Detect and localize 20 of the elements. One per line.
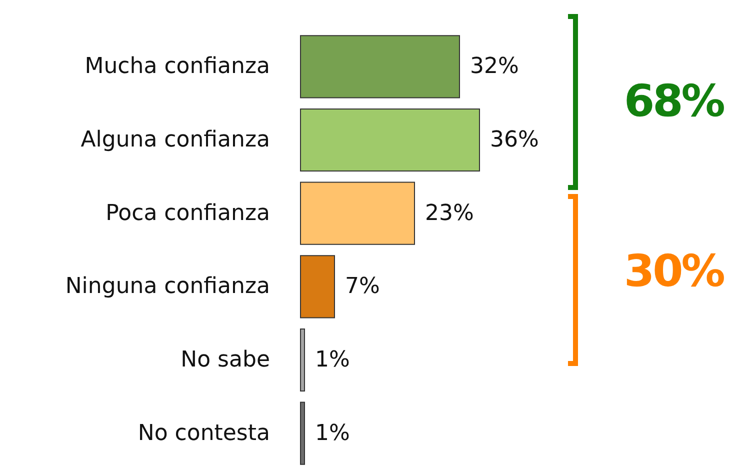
y-tick-label: Mucha confianza — [84, 54, 270, 80]
y-tick-label: No contesta — [138, 420, 270, 446]
text: 30% — [624, 246, 724, 297]
bar — [300, 108, 480, 172]
y-tick-label: Poca confianza — [106, 200, 270, 226]
data-label: 23% — [425, 200, 474, 226]
data-label: 36% — [490, 128, 539, 152]
data-label: 1% — [315, 420, 350, 446]
bar — [300, 402, 305, 465]
data-label: 32% — [470, 54, 519, 80]
bar — [300, 35, 460, 98]
bar — [300, 328, 305, 392]
data-label: 1% — [315, 348, 350, 372]
bar — [300, 182, 415, 245]
y-tick-label: No sabe — [180, 348, 270, 372]
y-tick-label: Alguna confianza — [80, 128, 270, 152]
data-label: 7% — [345, 274, 380, 300]
text: 68% — [624, 76, 724, 127]
bar — [300, 255, 335, 318]
y-tick-label: Ninguna confianza — [65, 274, 270, 300]
